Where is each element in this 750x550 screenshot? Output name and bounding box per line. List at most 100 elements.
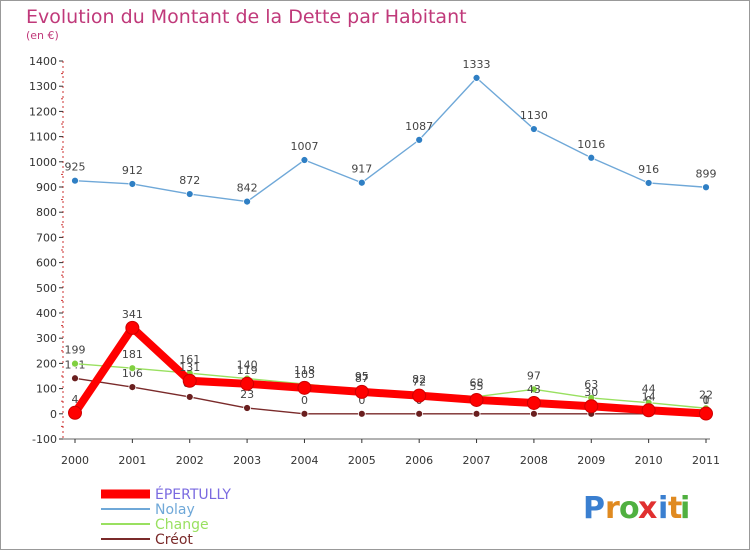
y-tick-label: 300 (36, 332, 57, 345)
data-label: 0 (301, 394, 308, 407)
data-point (699, 406, 713, 421)
data-label: 1087 (405, 120, 433, 133)
data-label: 181 (122, 348, 143, 361)
y-tick-label: 0 (50, 408, 57, 421)
x-tick-label: 2009 (577, 454, 605, 467)
data-label: 917 (351, 163, 372, 176)
data-label: 44 (642, 383, 656, 396)
logo-letter: P (583, 491, 605, 526)
data-label: 161 (179, 353, 200, 366)
x-tick-label: 2011 (692, 454, 720, 467)
y-tick-label: 100 (36, 383, 57, 396)
data-point (472, 73, 481, 82)
data-label: 140 (237, 359, 258, 372)
chart-subtitle: (en €) (26, 29, 59, 42)
legend-label: Nolay (155, 502, 195, 518)
data-point (300, 409, 309, 418)
y-tick-label: 200 (36, 357, 57, 370)
logo-letter: i (680, 491, 690, 526)
data-label: 1 (703, 394, 710, 407)
data-point (243, 197, 251, 206)
data-point (182, 373, 197, 388)
data-point (125, 320, 140, 335)
data-point (68, 405, 82, 420)
data-point (243, 404, 251, 412)
data-point (357, 178, 366, 187)
data-label: 72 (412, 376, 426, 389)
data-label: 0 (703, 394, 710, 407)
x-tick-label: 2010 (635, 454, 663, 467)
x-tick-label: 2006 (405, 454, 433, 467)
data-label: 925 (65, 161, 86, 174)
data-point (412, 388, 427, 403)
data-label: 43 (527, 383, 541, 396)
x-tick-label: 2000 (61, 454, 89, 467)
data-label: 82 (412, 373, 426, 386)
data-point (71, 374, 79, 383)
data-label: 872 (179, 174, 200, 187)
data-label: 87 (355, 372, 369, 385)
data-label: 30 (584, 386, 598, 399)
data-label: 103 (294, 368, 315, 381)
data-label: 341 (122, 308, 143, 321)
y-tick-label: 1000 (29, 156, 57, 169)
data-label: 1007 (290, 140, 318, 153)
y-tick-label: 1300 (29, 80, 57, 93)
data-label: 0 (358, 394, 365, 407)
data-point (185, 393, 194, 401)
data-label: 119 (237, 364, 258, 377)
x-tick-label: 2004 (290, 454, 318, 467)
data-label: 1130 (520, 109, 548, 122)
data-point (128, 383, 137, 391)
logo-letter: i (658, 491, 668, 526)
data-label: 106 (122, 367, 143, 380)
series--pertully: 4 341 131 119 103 87 72 55 43 30 14 1 (68, 308, 713, 421)
y-tick-label: 900 (36, 181, 57, 194)
data-point (530, 385, 538, 394)
data-point (300, 156, 309, 164)
x-tick-label: 2007 (463, 454, 491, 467)
y-tick-label: 1400 (29, 55, 57, 68)
data-label: 4 (72, 393, 79, 406)
data-point (128, 364, 137, 373)
data-point (530, 409, 538, 418)
x-tick-label: 2002 (176, 454, 204, 467)
x-tick-label: 2003 (233, 454, 261, 467)
series-line (74, 377, 707, 415)
data-label: 55 (470, 380, 484, 393)
data-point (587, 153, 596, 162)
data-label: 68 (470, 377, 484, 390)
y-tick-label: -100 (32, 433, 57, 446)
data-point (526, 395, 541, 410)
axes: -100010020030040050060070080090010001100… (29, 55, 720, 467)
data-label: 842 (237, 182, 258, 195)
series-line (71, 323, 710, 418)
data-label: 1333 (463, 58, 491, 71)
logo-letter: x (638, 491, 657, 526)
data-point (644, 179, 653, 187)
data-label: 23 (240, 388, 254, 401)
data-label: 22 (699, 388, 713, 401)
data-label: 95 (355, 370, 369, 383)
data-point (240, 376, 255, 391)
x-tick-label: 2008 (520, 454, 548, 467)
y-tick-label: 800 (36, 206, 57, 219)
data-point (71, 176, 79, 185)
data-label: 1016 (577, 138, 605, 151)
series-nolay: 925 912 872 842 1007 917 1087 1333 1130 1016 916 89… (65, 58, 717, 206)
data-label: 63 (584, 378, 598, 391)
data-label: 912 (122, 164, 143, 177)
legend-label: Change (155, 517, 209, 533)
data-point (584, 399, 599, 414)
data-point (357, 409, 366, 418)
data-point (185, 190, 194, 198)
data-point (128, 180, 137, 188)
logo-letter: r (605, 491, 620, 526)
y-tick-label: 500 (36, 282, 57, 295)
